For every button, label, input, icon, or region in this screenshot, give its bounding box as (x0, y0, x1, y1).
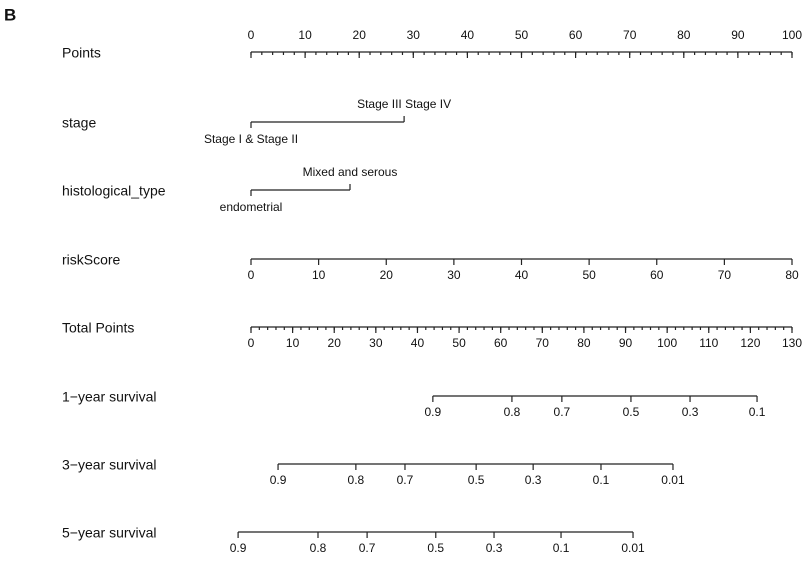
tick-label: 50 (515, 28, 529, 42)
tick-label: 0.9 (230, 541, 247, 555)
tick-label: 80 (785, 268, 799, 282)
tick-label: 70 (718, 268, 732, 282)
tick-label: 40 (461, 28, 475, 42)
row-label: histological_type (62, 183, 166, 199)
tick-label: 90 (731, 28, 745, 42)
tick-label: 0.3 (525, 473, 542, 487)
tick-label: 20 (353, 28, 367, 42)
tick-label: 50 (582, 268, 596, 282)
tick-label: 80 (677, 28, 691, 42)
tick-label: 100 (782, 28, 802, 42)
tick-label: 0.3 (682, 405, 699, 419)
row-label: Points (62, 45, 101, 61)
tick-label: 0.8 (504, 405, 521, 419)
tick-label: 0.9 (425, 405, 442, 419)
tick-label: 0.9 (270, 473, 287, 487)
tick-label: Stage III Stage IV (357, 97, 451, 111)
tick-label: 0.01 (661, 473, 685, 487)
tick-label: 0.3 (486, 541, 503, 555)
row-label: 1−year survival (62, 389, 157, 405)
tick-label: 0.1 (593, 473, 610, 487)
tick-label: 130 (782, 336, 802, 350)
row-label: 5−year survival (62, 525, 157, 541)
tick-label: 10 (286, 336, 300, 350)
tick-label: 30 (447, 268, 461, 282)
tick-label: 60 (650, 268, 664, 282)
tick-label: 100 (657, 336, 677, 350)
row-label: riskScore (62, 252, 121, 268)
tick-label: 0 (248, 268, 255, 282)
tick-label: 120 (740, 336, 760, 350)
tick-label: 0 (248, 336, 255, 350)
tick-label: 0.8 (348, 473, 365, 487)
tick-label: 40 (411, 336, 425, 350)
tick-label: 0.8 (310, 541, 327, 555)
panel-label: B (4, 5, 16, 24)
tick-label: Stage I & Stage II (204, 132, 298, 146)
tick-label: 30 (407, 28, 421, 42)
tick-label: 70 (536, 336, 550, 350)
tick-label: 20 (328, 336, 342, 350)
tick-label: 0.7 (397, 473, 414, 487)
tick-label: 0.7 (359, 541, 376, 555)
tick-label: 0.5 (427, 541, 444, 555)
tick-label: 30 (369, 336, 383, 350)
tick-label: 60 (569, 28, 583, 42)
tick-label: Mixed and serous (303, 165, 398, 179)
tick-label: endometrial (220, 200, 283, 214)
tick-label: 60 (494, 336, 508, 350)
tick-label: 10 (312, 268, 326, 282)
row-label: Total Points (62, 320, 134, 336)
tick-label: 50 (452, 336, 466, 350)
tick-label: 0.7 (554, 405, 571, 419)
tick-label: 40 (515, 268, 529, 282)
row-label: stage (62, 115, 96, 131)
tick-label: 80 (577, 336, 591, 350)
tick-label: 0.1 (553, 541, 570, 555)
tick-label: 90 (619, 336, 633, 350)
tick-label: 0 (248, 28, 255, 42)
tick-label: 110 (699, 336, 718, 350)
tick-label: 0.1 (749, 405, 766, 419)
row-label: 3−year survival (62, 457, 157, 473)
tick-label: 70 (623, 28, 637, 42)
tick-label: 0.5 (468, 473, 485, 487)
tick-label: 0.5 (623, 405, 640, 419)
tick-label: 20 (380, 268, 394, 282)
tick-label: 10 (298, 28, 312, 42)
tick-label: 0.01 (621, 541, 645, 555)
